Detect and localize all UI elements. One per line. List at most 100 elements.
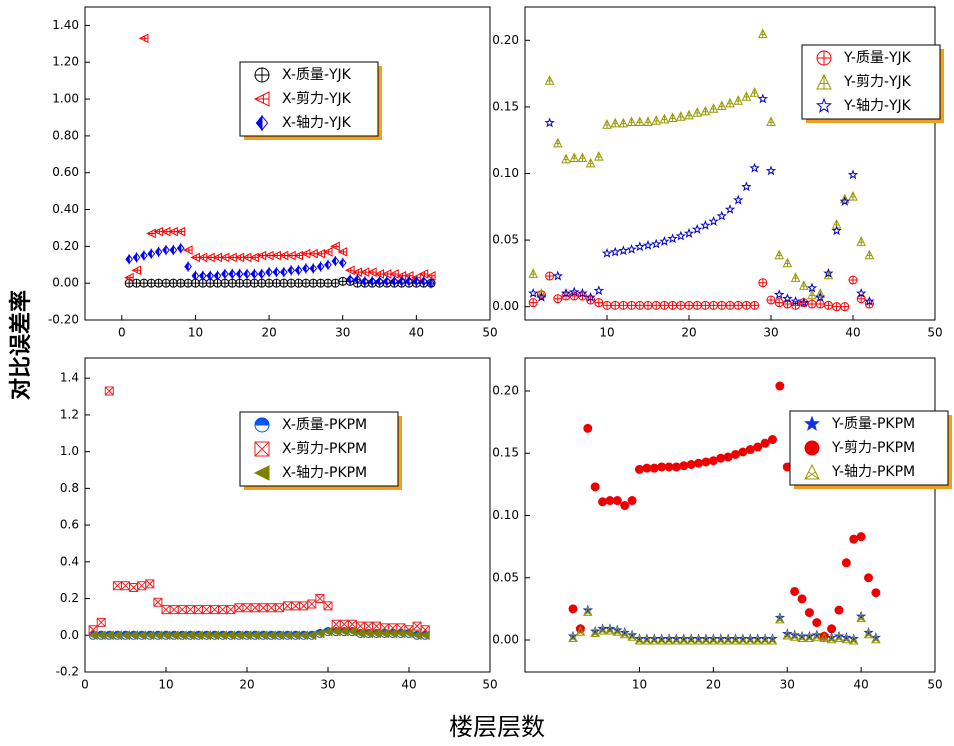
marker — [612, 624, 623, 635]
marker — [684, 300, 694, 310]
marker-part — [316, 278, 326, 288]
marker — [767, 435, 777, 445]
marker — [708, 456, 718, 466]
marker — [848, 275, 858, 285]
x-tick-label: 40 — [409, 326, 424, 340]
marker-part — [863, 628, 874, 639]
marker-part — [250, 603, 260, 613]
marker-part — [848, 191, 858, 201]
marker — [597, 624, 608, 635]
marker-part — [643, 300, 653, 310]
marker — [132, 278, 142, 288]
marker-part — [605, 624, 615, 635]
marker-part — [619, 628, 630, 639]
marker-part — [367, 267, 377, 277]
marker-part — [218, 605, 228, 615]
marker — [177, 605, 187, 615]
marker-part — [121, 581, 130, 591]
marker — [210, 605, 220, 615]
marker-part — [618, 117, 629, 128]
marker-part — [804, 630, 815, 641]
marker-part — [708, 215, 719, 226]
y-tick-label: -0.2 — [56, 665, 79, 679]
marker-part — [823, 268, 834, 278]
marker — [760, 438, 770, 448]
marker — [774, 612, 786, 622]
y-tick-label: 1.40 — [52, 18, 79, 32]
x-tick-label: 40 — [845, 326, 860, 340]
marker — [806, 282, 818, 293]
y-tick-label: 0.8 — [60, 481, 79, 495]
marker-part — [753, 442, 763, 452]
marker-part — [816, 73, 832, 90]
marker-part — [774, 249, 785, 260]
marker-part — [568, 604, 578, 614]
marker-part — [158, 246, 163, 258]
marker-part — [528, 298, 538, 308]
marker-part — [612, 496, 622, 506]
marker — [145, 579, 155, 589]
marker-part — [268, 266, 273, 278]
marker-part — [605, 496, 615, 506]
marker — [228, 268, 237, 280]
marker — [816, 73, 832, 90]
marker — [322, 247, 333, 257]
marker-part — [183, 278, 193, 288]
marker — [339, 619, 349, 629]
marker — [420, 630, 430, 641]
marker — [708, 215, 719, 226]
marker-part — [202, 270, 207, 282]
marker-part — [308, 278, 318, 288]
marker — [827, 624, 837, 634]
marker — [235, 278, 245, 288]
marker-part — [604, 623, 616, 634]
marker — [659, 235, 670, 246]
marker — [314, 628, 325, 639]
marker — [161, 278, 171, 288]
marker-part — [725, 300, 735, 310]
marker — [272, 266, 281, 278]
marker — [552, 270, 563, 281]
x-tick-label: 10 — [188, 326, 203, 340]
x-tick-label: 20 — [681, 326, 696, 340]
marker-part — [716, 453, 726, 463]
marker-part — [774, 289, 785, 300]
marker — [198, 270, 207, 282]
marker — [610, 246, 621, 257]
marker-part — [797, 594, 807, 604]
marker — [146, 278, 156, 288]
marker — [701, 634, 711, 645]
marker — [602, 119, 612, 129]
marker — [700, 219, 711, 230]
marker-part — [306, 630, 317, 641]
marker-part — [610, 117, 621, 128]
marker-part — [716, 100, 727, 111]
marker-part — [841, 631, 852, 642]
marker — [651, 115, 662, 125]
marker-part — [379, 275, 384, 287]
marker — [191, 270, 200, 282]
marker — [176, 242, 185, 254]
marker-part — [657, 462, 667, 472]
marker — [847, 169, 859, 180]
marker — [568, 632, 578, 643]
marker-part — [659, 300, 669, 310]
marker — [767, 634, 778, 645]
marker — [789, 629, 800, 640]
marker — [271, 278, 281, 288]
y-tick-label: 0.80 — [52, 128, 79, 142]
marker-part — [816, 50, 832, 66]
marker — [412, 275, 421, 287]
marker — [749, 162, 760, 173]
marker — [738, 447, 748, 457]
marker-part — [811, 629, 823, 640]
marker-part — [775, 381, 785, 391]
marker — [765, 165, 777, 176]
marker — [815, 292, 826, 302]
marker — [823, 300, 833, 310]
marker — [397, 275, 406, 287]
marker-part — [856, 612, 866, 623]
marker — [561, 153, 571, 164]
marker-part — [686, 634, 697, 645]
marker — [643, 300, 653, 310]
